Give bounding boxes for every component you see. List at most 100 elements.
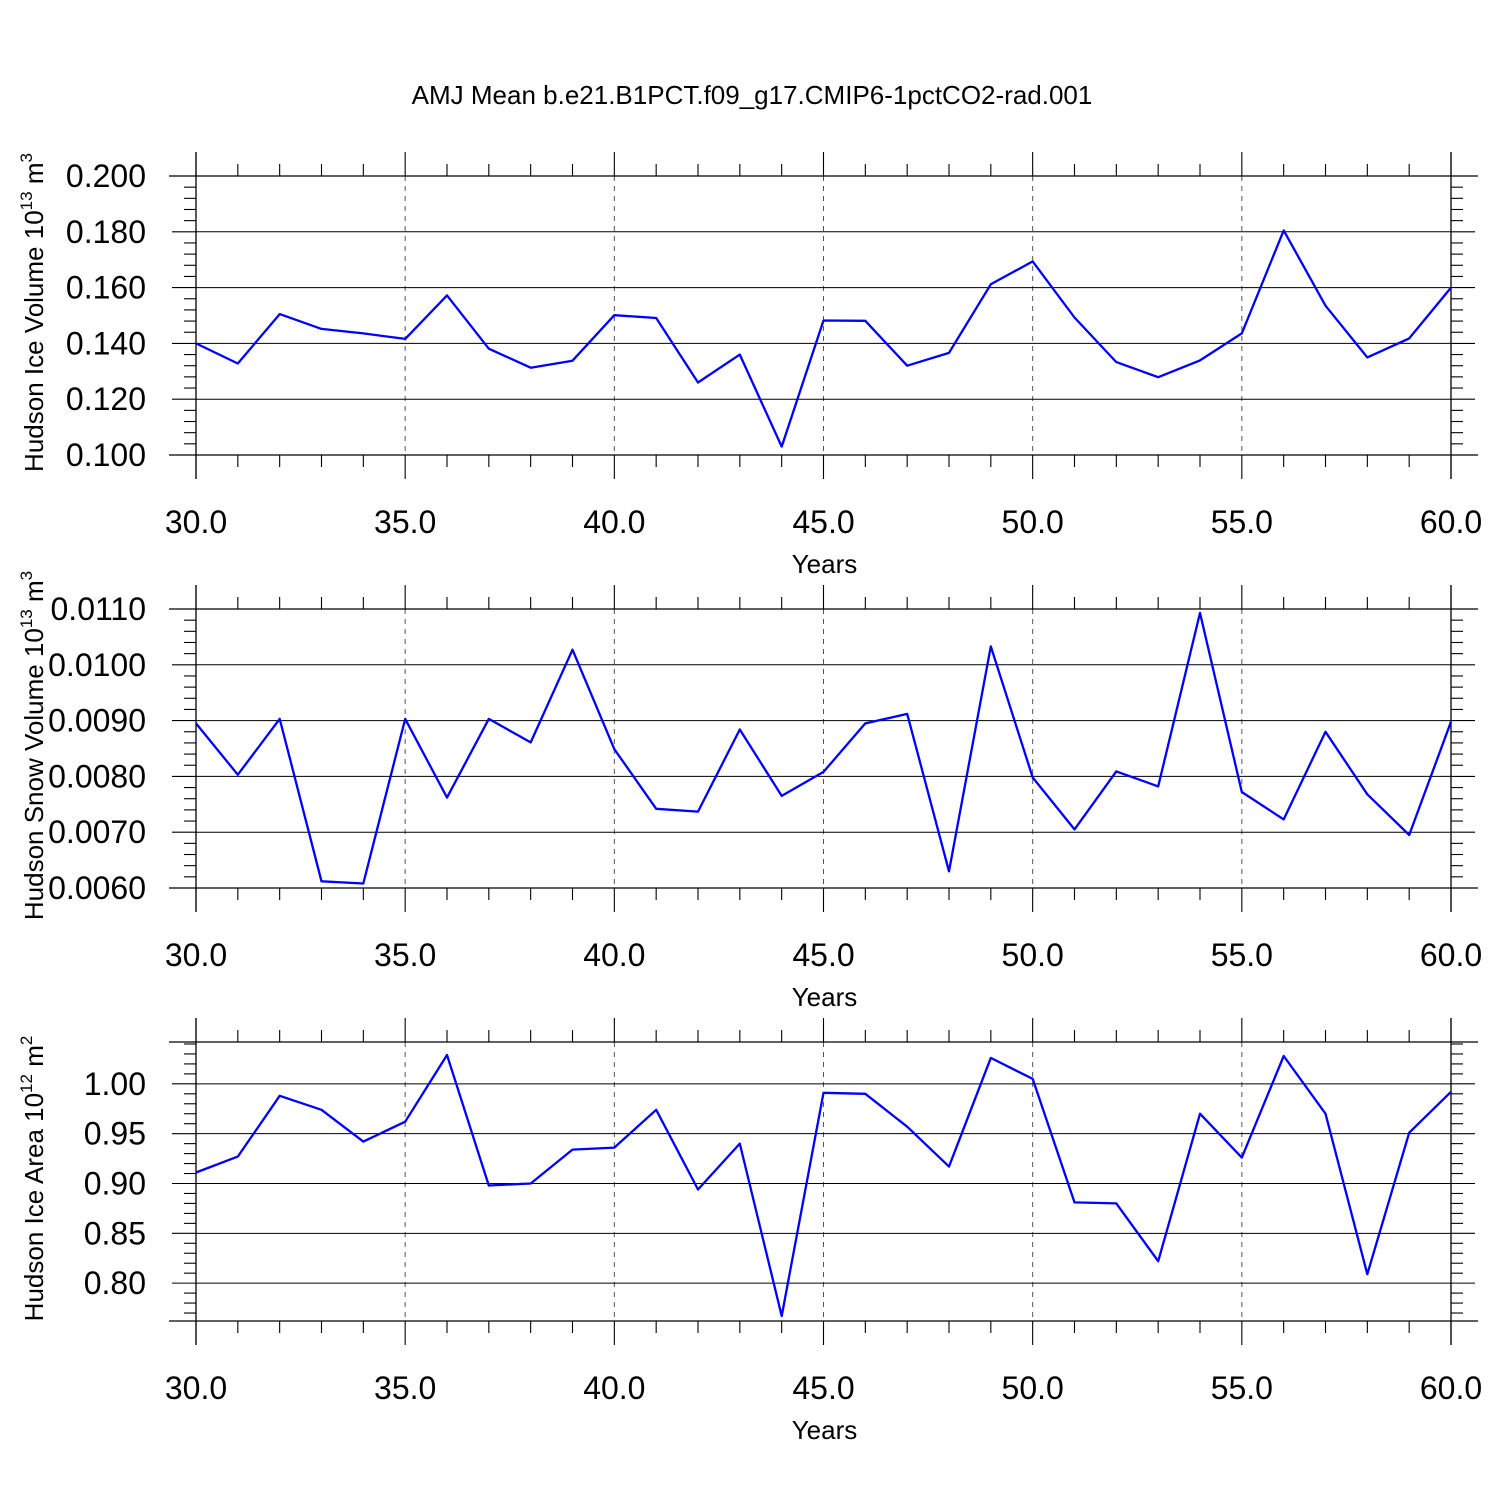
y-tick-label: 0.0060 xyxy=(48,870,146,906)
data-point xyxy=(486,716,491,721)
data-point xyxy=(194,721,199,726)
data-point xyxy=(319,879,324,884)
data-point xyxy=(1449,719,1454,724)
x-tick-label: 45.0 xyxy=(792,1370,854,1406)
data-point xyxy=(821,1090,826,1095)
panel-1: 0.100 0.120 0.140 0.160 0.180 0.200 30.0 35.0 40… xyxy=(17,152,1482,579)
y-tick-label: 0.0070 xyxy=(48,814,146,850)
data-point xyxy=(1030,1076,1035,1081)
data-point xyxy=(1072,315,1077,320)
data-point xyxy=(612,747,617,752)
data-point xyxy=(486,346,491,351)
data-point xyxy=(361,881,366,886)
data-point xyxy=(988,644,993,649)
data-point xyxy=(1030,259,1035,264)
x-tick-label: 60.0 xyxy=(1420,937,1482,973)
data-point xyxy=(1072,1200,1077,1205)
data-point xyxy=(1323,1111,1328,1116)
data-point xyxy=(1407,336,1412,341)
y-tick-label: 0.90 xyxy=(84,1165,146,1201)
data-point xyxy=(905,1124,910,1129)
data-point xyxy=(277,312,282,317)
x-tick-label: 35.0 xyxy=(374,504,436,540)
data-point xyxy=(1281,817,1286,822)
data-point xyxy=(905,363,910,368)
data-point xyxy=(403,336,408,341)
data-point xyxy=(319,326,324,331)
data-point xyxy=(1114,769,1119,774)
y-tick-label: 0.160 xyxy=(66,270,146,306)
data-point xyxy=(1239,790,1244,795)
data-point xyxy=(235,361,240,366)
data-point xyxy=(361,331,366,336)
x-tick-label: 55.0 xyxy=(1211,937,1273,973)
y-tick-label: 0.180 xyxy=(66,214,146,250)
data-point xyxy=(696,380,701,385)
data-point xyxy=(1365,355,1370,360)
data-point xyxy=(235,772,240,777)
data-point xyxy=(654,806,659,811)
data-point xyxy=(570,647,575,652)
data-point xyxy=(1281,228,1286,233)
data-point xyxy=(277,1093,282,1098)
data-point xyxy=(1449,285,1454,290)
data-point xyxy=(779,793,784,798)
data-point xyxy=(737,352,742,357)
y-tick-label: 0.0090 xyxy=(48,703,146,739)
y-tick-label: 0.100 xyxy=(66,437,146,473)
x-tick-label: 30.0 xyxy=(165,937,227,973)
y-tick-label: 0.200 xyxy=(66,158,146,194)
data-point xyxy=(696,1187,701,1192)
y-axis-label: Hudson Snow Volume 1013 m3 xyxy=(17,571,49,920)
y-tick-label: 0.0100 xyxy=(48,647,146,683)
data-point xyxy=(863,721,868,726)
data-point xyxy=(1114,360,1119,365)
data-point xyxy=(445,795,450,800)
data-point xyxy=(486,1183,491,1188)
data-point xyxy=(947,350,952,355)
series-line xyxy=(195,1053,1452,1318)
data-point xyxy=(403,716,408,721)
data-point xyxy=(821,318,826,323)
x-tick-label: 40.0 xyxy=(583,1370,645,1406)
data-point xyxy=(361,1139,366,1144)
y-axis-label: Hudson Ice Volume 1013 m3 xyxy=(17,153,49,472)
x-axis-label: Years xyxy=(792,982,858,1012)
data-point xyxy=(1198,358,1203,363)
series-line xyxy=(195,229,1452,448)
data-point xyxy=(821,769,826,774)
data-point xyxy=(1365,1272,1370,1277)
x-tick-label: 60.0 xyxy=(1420,504,1482,540)
y-tick-label: 0.120 xyxy=(66,381,146,417)
data-point xyxy=(445,293,450,298)
panel-2: 0.0060 0.0070 0.0080 0.0090 0.0100 0.0110 30.0… xyxy=(17,571,1482,1012)
data-point xyxy=(570,358,575,363)
data-point xyxy=(779,1314,784,1319)
x-tick-label: 60.0 xyxy=(1420,1370,1482,1406)
data-point xyxy=(654,1107,659,1112)
data-point xyxy=(988,1055,993,1060)
data-point xyxy=(570,1147,575,1152)
data-point xyxy=(1156,784,1161,789)
data-point xyxy=(737,1141,742,1146)
y-tick-label: 0.80 xyxy=(84,1265,146,1301)
data-point xyxy=(737,727,742,732)
x-tick-label: 50.0 xyxy=(1002,504,1064,540)
data-point xyxy=(1198,610,1203,615)
data-point xyxy=(1156,375,1161,380)
data-point xyxy=(1365,792,1370,797)
data-point xyxy=(528,365,533,370)
data-point xyxy=(528,740,533,745)
data-point xyxy=(1239,1155,1244,1160)
x-tick-label: 40.0 xyxy=(583,504,645,540)
data-point xyxy=(235,1154,240,1159)
data-point xyxy=(445,1052,450,1057)
data-point xyxy=(1239,331,1244,336)
data-point xyxy=(988,282,993,287)
data-point xyxy=(194,341,199,346)
data-point xyxy=(1072,827,1077,832)
y-tick-label: 0.0080 xyxy=(48,758,146,794)
data-point xyxy=(696,809,701,814)
